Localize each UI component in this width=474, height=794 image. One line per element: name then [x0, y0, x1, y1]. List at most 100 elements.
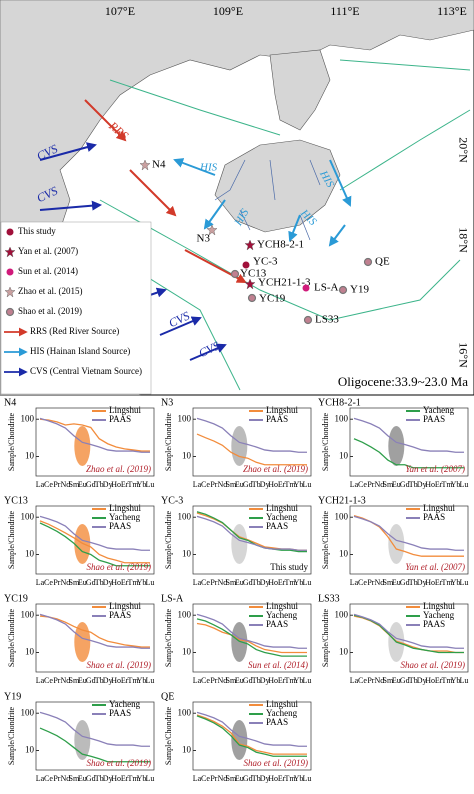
ree-line	[39, 615, 150, 648]
site-label: YC13	[240, 268, 267, 280]
x-tick-label: Ho	[268, 480, 278, 489]
x-tick-label: Lu	[460, 480, 469, 489]
x-tick-label: Pr	[210, 676, 217, 685]
map-legend-label: CVS (Central Vietnam Source)	[30, 366, 142, 376]
x-tick-label: Tm	[442, 480, 454, 489]
ree-line	[353, 614, 464, 654]
legend-label: PAAS	[266, 717, 288, 727]
x-tick-label: Er	[278, 676, 286, 685]
site-marker	[303, 315, 313, 325]
x-tick-label: Yb	[137, 774, 147, 783]
site-label: YC-3	[253, 256, 278, 268]
ree-line	[39, 522, 150, 567]
site-label: YCH21-1-3	[258, 277, 311, 289]
latitude-label: 18°N	[456, 227, 470, 253]
x-tick-label: Dy	[260, 480, 270, 489]
x-tick-label: Yb	[137, 578, 147, 587]
eu-anomaly-highlight	[388, 524, 405, 564]
x-tick-label: Yb	[294, 578, 304, 587]
legend-label: PAAS	[109, 521, 131, 531]
x-tick-label: Sm	[69, 578, 80, 587]
x-tick-label: La	[36, 480, 45, 489]
panel-title: Y19	[4, 691, 21, 702]
x-tick-label: Er	[121, 774, 129, 783]
x-tick-label: Tm	[128, 676, 140, 685]
x-tick-label: Gd	[86, 578, 96, 587]
y-axis-label: Sample/Chondrite	[7, 510, 16, 569]
y-tick-label: 10	[25, 647, 35, 657]
site-marker	[338, 285, 348, 295]
x-tick-label: Eu	[392, 480, 401, 489]
panel-title: N3	[161, 397, 173, 408]
x-tick-label: Ce	[44, 676, 53, 685]
x-tick-label: Ho	[111, 480, 121, 489]
x-tick-label: Tm	[128, 774, 140, 783]
x-tick-label: Eu	[78, 676, 87, 685]
x-tick-label: Er	[278, 774, 286, 783]
x-tick-label: Yb	[137, 480, 147, 489]
x-tick-label: La	[350, 578, 359, 587]
x-tick-label: La	[193, 676, 202, 685]
x-tick-label: Dy	[260, 774, 270, 783]
x-tick-label: Pr	[210, 578, 217, 587]
ree-line	[196, 417, 307, 453]
arrow	[39, 200, 102, 211]
ree-line	[353, 438, 464, 469]
y-tick-label: 100	[21, 707, 35, 717]
source-label: Yan et al. (2007)	[405, 464, 465, 474]
panel-title: N4	[4, 397, 16, 408]
x-tick-label: Er	[435, 480, 443, 489]
x-tick-label: Ho	[268, 676, 278, 685]
site-marker	[302, 284, 310, 292]
source-label: Zhao et al. (2019)	[86, 464, 151, 474]
source-label: Shao et al. (2019)	[87, 562, 152, 572]
x-tick-label: Tm	[285, 676, 297, 685]
legend-label: Lingshui	[109, 405, 142, 415]
x-tick-label: Ce	[358, 578, 367, 587]
x-tick-label: Ho	[111, 774, 121, 783]
x-tick-label: La	[193, 774, 202, 783]
site-marker	[4, 246, 16, 258]
x-tick-label: Pr	[210, 774, 217, 783]
ree-line	[196, 715, 307, 757]
x-tick-label: Tm	[285, 480, 297, 489]
map-legend-label: Shao et al. (2019)	[18, 306, 82, 316]
x-tick-label: Ho	[111, 578, 121, 587]
source-label: Shao et al. (2019)	[87, 758, 152, 768]
panel-title: LS33	[318, 593, 340, 604]
plot-frame	[192, 505, 312, 575]
site-label: YC19	[259, 293, 286, 305]
x-tick-label: Tb	[252, 578, 261, 587]
site-marker	[242, 261, 250, 269]
map-legend-label: RRS (Red River Source)	[30, 326, 119, 336]
x-tick-label: Yb	[294, 676, 304, 685]
legend-label: PAAS	[423, 414, 445, 424]
eu-anomaly-highlight	[74, 524, 91, 564]
x-tick-label: Sm	[226, 480, 237, 489]
site-label: N4	[152, 159, 166, 171]
x-tick-label: Ce	[201, 480, 210, 489]
x-tick-label: Lu	[146, 676, 155, 685]
x-tick-label: Nd	[217, 676, 227, 685]
his-label: HIS	[199, 162, 218, 174]
x-tick-label: Tb	[252, 480, 261, 489]
y-tick-label: 100	[21, 413, 35, 423]
x-tick-label: Dy	[103, 774, 113, 783]
x-tick-label: Gd	[400, 480, 410, 489]
x-tick-label: Tb	[95, 480, 104, 489]
longitude-label: 107°E	[105, 4, 135, 18]
legend-label: Yacheng	[423, 610, 455, 620]
x-tick-label: Dy	[260, 578, 270, 587]
x-tick-label: La	[350, 480, 359, 489]
ree-line	[196, 622, 307, 654]
x-tick-label: Er	[278, 480, 286, 489]
legend-label: PAAS	[266, 521, 288, 531]
ree-line	[39, 520, 150, 564]
y-tick-label: 100	[178, 511, 192, 521]
legend-label: PAAS	[266, 414, 288, 424]
x-tick-label: Er	[435, 578, 443, 587]
x-tick-label: Ce	[201, 578, 210, 587]
arrow	[159, 316, 202, 336]
y-tick-label: 10	[339, 451, 349, 461]
leizhou-peninsula	[269, 49, 331, 131]
